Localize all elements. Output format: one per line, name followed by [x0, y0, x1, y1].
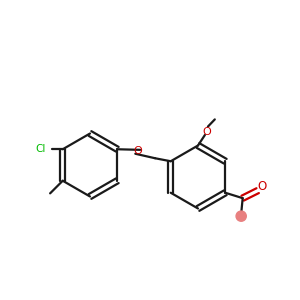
- Circle shape: [236, 211, 246, 221]
- Text: O: O: [133, 146, 142, 156]
- Text: Cl: Cl: [36, 144, 46, 154]
- Text: O: O: [202, 127, 211, 137]
- Text: O: O: [257, 180, 266, 193]
